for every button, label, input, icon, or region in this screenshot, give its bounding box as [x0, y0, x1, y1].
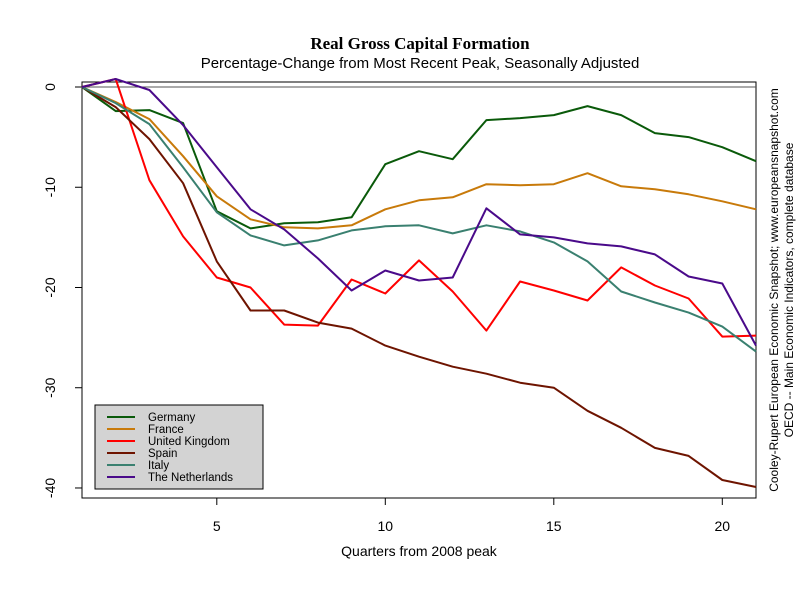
legend-label: France [148, 424, 184, 436]
x-tick-label: 10 [378, 518, 394, 534]
x-tick-label: 5 [213, 518, 221, 534]
x-axis: 5 10 15 20 [213, 498, 730, 534]
y-tick-label: -20 [42, 277, 58, 297]
series-line-italy [81, 86, 757, 353]
y-axis: 0 -10 -20 -30 -40 [42, 83, 82, 498]
legend-label: Italy [148, 460, 169, 472]
y-tick-label: -40 [42, 478, 58, 498]
series-line-germany [81, 86, 757, 230]
x-tick-label: 15 [546, 518, 562, 534]
y-tick-label: -10 [42, 177, 58, 197]
series-line-united-kingdom [81, 78, 757, 338]
x-axis-label: Quarters from 2008 peak [341, 543, 498, 559]
plot-area: 5 10 15 20 0 -10 -20 -30 -40 [42, 78, 757, 534]
source-note-line-2: OECD -- Main Economic Indicators, comple… [782, 142, 796, 437]
series-line-spain [81, 86, 757, 488]
chart-title: Real Gross Capital Formation [310, 34, 530, 53]
series-line-france [81, 86, 757, 230]
legend-label: Spain [148, 448, 177, 460]
legend-label: United Kingdom [148, 436, 230, 448]
x-tick-label: 20 [715, 518, 731, 534]
y-tick-label: -30 [42, 377, 58, 397]
legend-label: The Netherlands [148, 472, 233, 484]
legend-box [94, 404, 264, 490]
series-layer [81, 78, 757, 488]
plot-frame [81, 81, 757, 499]
series-line-the-netherlands [81, 78, 757, 347]
legend-label: Germany [148, 412, 196, 424]
y-tick-label: 0 [42, 83, 58, 91]
chart-subtitle: Percentage-Change from Most Recent Peak,… [201, 55, 640, 72]
source-note-line-1: Cooley-Rupert European Economic Snapshot… [767, 88, 781, 492]
